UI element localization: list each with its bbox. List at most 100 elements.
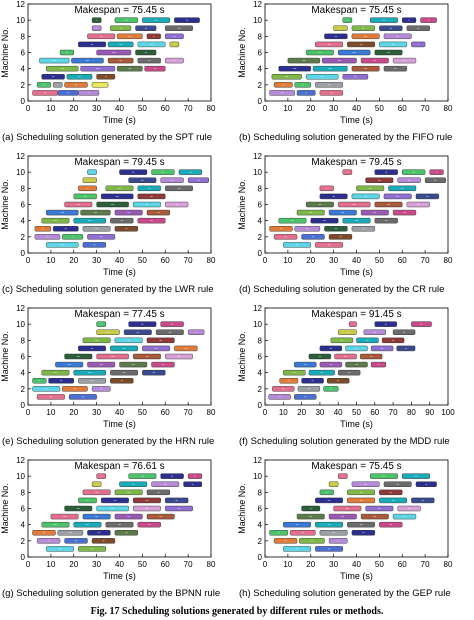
y-tick-label: 6 [258,49,263,58]
x-tick-label: 80 [444,256,453,265]
y-tick-label: 0 [21,553,26,562]
x-tick-label: 30 [92,560,101,569]
x-tick-label: 30 [92,256,101,265]
y-axis-label: Machine No. [237,331,247,382]
gantt-chart: 0 10 20 30 40 50 60 70 80 0 2 4 6 8 10 12 Time (s) Machin… [0,0,216,125]
y-tick-label: 6 [21,49,26,58]
x-tick-label: 60 [398,560,407,569]
y-axis-label: Machine No. [237,483,247,534]
x-tick-label: 50 [138,104,147,113]
gantt-chart: 0 10 20 30 40 50 60 70 80 0 2 4 6 8 10 12 Time (s) Machin… [237,0,453,125]
y-tick-label: 10 [253,472,262,481]
x-tick-label: 40 [352,104,361,113]
x-tick-label: 80 [407,408,416,417]
x-axis-label: Time (s) [340,571,373,581]
y-tick-label: 0 [258,97,263,106]
gantt-panel: 0 10 20 30 40 50 60 70 80 0 2 4 6 8 10 12 Time (s) Machin… [0,0,237,152]
x-axis-label: Time (s) [103,419,136,429]
x-tick-label: 60 [161,560,170,569]
x-tick-label: 0 [263,408,268,417]
y-tick-label: 8 [258,32,263,41]
x-tick-label: 40 [352,256,361,265]
task-bar [348,321,357,327]
y-tick-label: 0 [258,553,263,562]
x-tick-label: 20 [69,104,78,113]
y-tick-label: 4 [258,521,263,530]
x-tick-label: 90 [425,408,434,417]
x-tick-label: 20 [306,104,315,113]
x-tick-label: 40 [115,256,124,265]
panel-caption: (c) Scheduling solution generated by the… [2,284,214,295]
gantt-chart: 0 10 20 30 40 50 60 70 80 0 2 4 6 8 10 12 Time (s) Machin… [237,152,453,277]
y-tick-label: 6 [258,201,263,210]
x-tick-label: 10 [283,104,292,113]
y-tick-label: 6 [21,505,26,514]
y-tick-label: 8 [258,488,263,497]
x-tick-label: 80 [444,560,453,569]
y-tick-label: 0 [21,249,26,258]
x-tick-label: 40 [352,560,361,569]
gantt-chart: 0 10 20 30 40 50 60 70 80 0 2 4 6 8 10 12 Time (s) Machin… [0,456,216,581]
y-axis-label: Machine No. [237,179,247,230]
y-tick-label: 6 [258,353,263,362]
x-axis-label: Time (s) [340,267,373,277]
x-tick-label: 70 [389,408,398,417]
y-axis-label: Machine No. [0,331,10,382]
x-tick-label: 40 [115,408,124,417]
x-tick-label: 50 [138,560,147,569]
makespan-label: Makespan = 75.45 s [74,5,164,16]
y-tick-label: 8 [258,184,263,193]
x-axis-label: Time (s) [340,115,373,125]
y-tick-label: 10 [253,16,262,25]
y-tick-label: 0 [258,401,263,410]
y-tick-label: 2 [258,81,263,90]
panel-caption: (a) Scheduling solution generated by the… [2,132,213,143]
y-tick-label: 10 [16,16,25,25]
x-tick-label: 40 [334,408,343,417]
y-tick-label: 12 [253,0,262,9]
x-tick-label: 0 [26,408,31,417]
x-tick-label: 50 [138,408,147,417]
y-tick-label: 6 [21,201,26,210]
figure-caption: Fig. 17 Scheduling solutions generated b… [90,606,384,617]
y-tick-label: 6 [258,505,263,514]
y-tick-label: 2 [21,81,26,90]
x-tick-label: 30 [92,408,101,417]
gantt-panel: 0 10 20 30 40 50 60 70 80 0 2 4 6 8 10 12 Time (s) Machin… [0,304,237,456]
y-axis-label: Machine No. [0,27,10,78]
y-tick-label: 8 [258,336,263,345]
x-tick-label: 60 [398,104,407,113]
y-tick-label: 4 [21,521,26,530]
x-tick-label: 50 [352,408,361,417]
makespan-label: Makespan = 79.45 s [74,157,164,168]
y-tick-label: 12 [16,0,25,9]
y-tick-label: 12 [16,456,25,465]
x-tick-label: 60 [161,408,170,417]
x-tick-label: 40 [115,560,124,569]
makespan-label: Makespan = 76.61 s [74,461,164,472]
y-tick-label: 10 [16,320,25,329]
y-tick-label: 4 [258,369,263,378]
x-tick-label: 30 [315,408,324,417]
y-tick-label: 2 [258,537,263,546]
gantt-panel: 0 10 20 30 40 50 60 70 80 0 2 4 6 8 10 12 Time (s) Machin… [237,0,474,152]
y-tick-label: 12 [16,304,25,313]
x-tick-label: 0 [26,104,31,113]
y-axis-label: Machine No. [237,27,247,78]
x-tick-label: 70 [421,560,430,569]
x-tick-label: 50 [138,256,147,265]
makespan-label: Makespan = 77.45 s [74,309,164,320]
gantt-panel: 0 10 20 30 40 50 60 70 80 0 2 4 6 8 10 12 Time (s) Machin… [237,152,474,304]
y-tick-label: 10 [16,472,25,481]
y-tick-label: 4 [21,65,26,74]
x-tick-label: 20 [69,560,78,569]
panel-caption: (g) Scheduling solution generated by the… [2,588,221,599]
x-axis-label: Time (s) [103,267,136,277]
y-tick-label: 12 [16,152,25,161]
gantt-chart: 0 10 20 30 40 50 60 70 80 0 2 4 6 8 10 12 Time (s) Machin… [237,456,453,581]
x-tick-label: 70 [184,256,193,265]
x-tick-label: 30 [329,256,338,265]
x-tick-label: 60 [398,256,407,265]
y-tick-label: 12 [253,152,262,161]
x-tick-label: 30 [329,560,338,569]
